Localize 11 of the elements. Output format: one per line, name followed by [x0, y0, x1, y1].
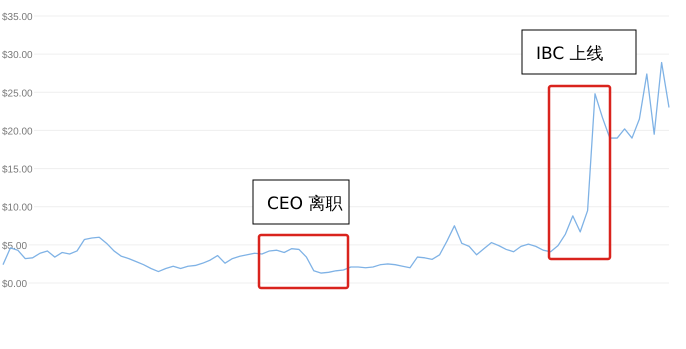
line-series — [2, 62, 670, 274]
y-tick-label: $20.00 — [2, 126, 34, 138]
y-tick-label: $5.00 — [2, 240, 28, 252]
y-tick-label: $35.00 — [2, 12, 34, 23]
annotation: CEO 离职 — [267, 194, 342, 214]
y-tick-label: $30.00 — [2, 50, 34, 62]
annotation: IBC 上线 — [536, 44, 604, 64]
y-tick-label: $25.00 — [2, 88, 34, 100]
y-tick-label: $0.00 — [2, 279, 28, 290]
y-tick-label: $15.00 — [2, 164, 34, 176]
y-tick-label: $10.00 — [2, 202, 34, 214]
